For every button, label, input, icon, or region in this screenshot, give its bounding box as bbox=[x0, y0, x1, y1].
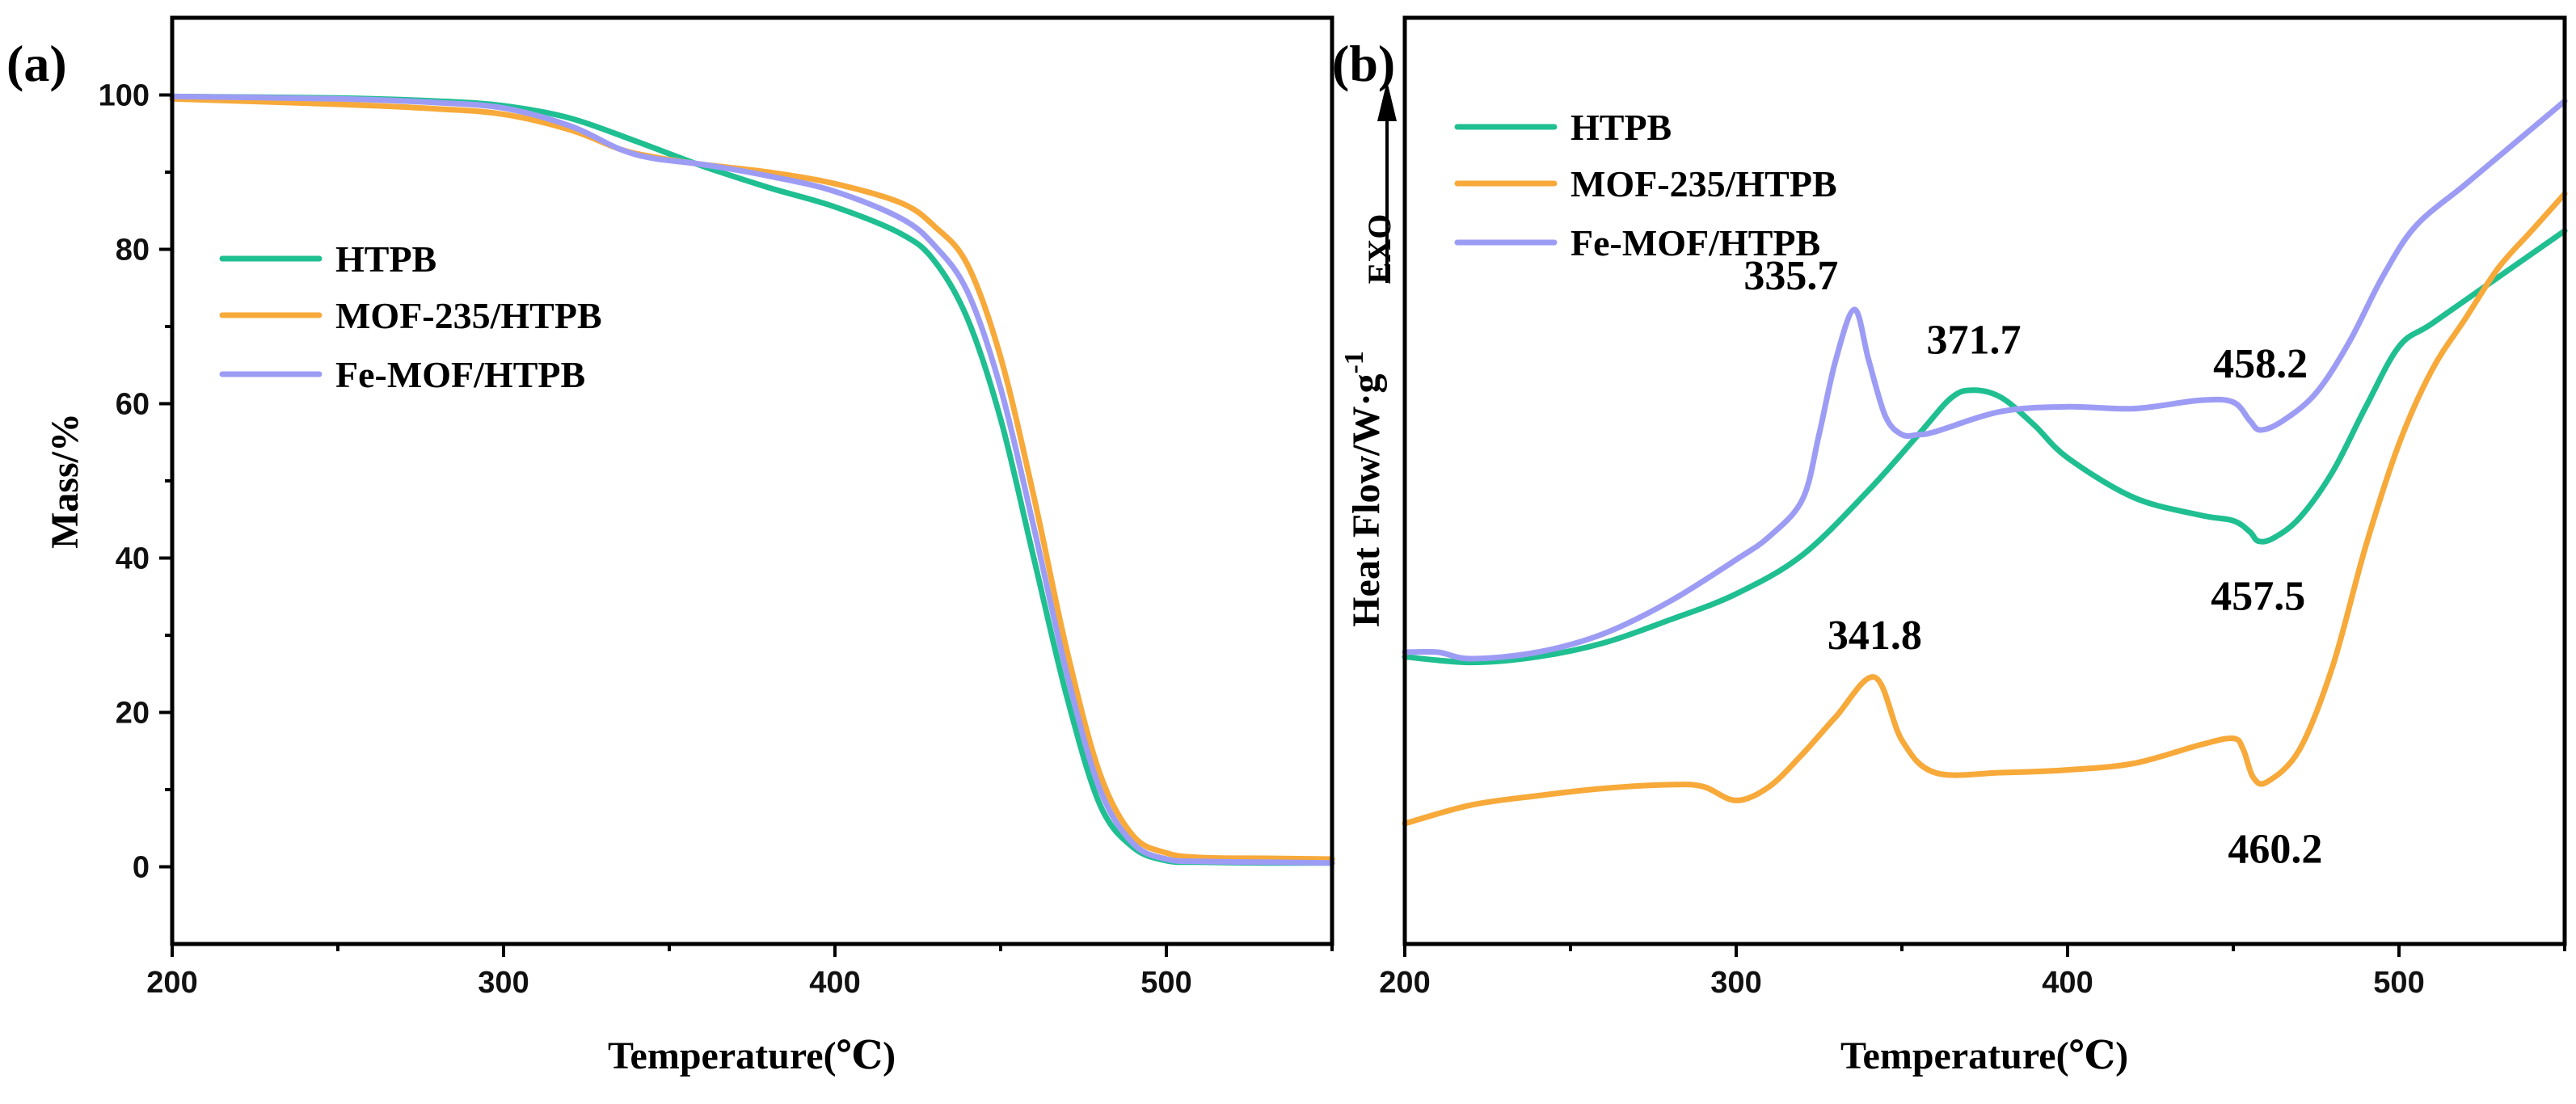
x-tick-label: 500 bbox=[2373, 966, 2424, 1000]
legend-entry: HTPB bbox=[1570, 107, 1672, 148]
x-tick-label: 400 bbox=[809, 966, 860, 1000]
y-axis-title: Mass/% bbox=[44, 413, 86, 549]
panel-b: 200 300 400 500 Temperature(℃) Heat Flow/W·g-… bbox=[1332, 15, 2568, 1077]
plot-frame bbox=[170, 15, 1334, 946]
series-line-fe-mof-htpb bbox=[169, 93, 1335, 866]
y-axis-title-main: Heat Flow/W·g bbox=[1345, 374, 1388, 627]
legend-entry: MOF-235/HTPB bbox=[1570, 163, 1837, 204]
peak-annotation: 371.7 bbox=[1926, 318, 2021, 364]
peak-annotation: 458.2 bbox=[2213, 341, 2308, 387]
x-tick-label: 300 bbox=[478, 966, 529, 1000]
peak-annotation: 460.2 bbox=[2228, 826, 2322, 872]
y-tick-label: 80 bbox=[116, 234, 150, 268]
plot-frame bbox=[1402, 15, 2567, 946]
exo-arrow-head-icon bbox=[1377, 81, 1397, 121]
panel-label: (a) bbox=[6, 35, 67, 92]
x-axis-title: Temperature(℃) bbox=[608, 1034, 896, 1077]
y-axis-title: Heat Flow/W·g-1 bbox=[1339, 351, 1388, 627]
y-tick-label: 60 bbox=[116, 388, 150, 422]
legend-entry: MOF-235/HTPB bbox=[335, 295, 602, 336]
peak-annotation: 335.7 bbox=[1743, 253, 1838, 299]
legend: HTPB MOF-235/HTPB Fe-MOF/HTPB bbox=[219, 238, 602, 395]
legend-entry: Fe-MOF/HTPB bbox=[1570, 222, 1820, 263]
legend: HTPB MOF-235/HTPB Fe-MOF/HTPB bbox=[1454, 107, 1837, 263]
y-tick-label: 100 bbox=[99, 79, 150, 113]
x-axis-title: Temperature(℃) bbox=[1840, 1034, 2128, 1077]
x-tick-label: 300 bbox=[1710, 966, 1761, 1000]
panel-label: (b) bbox=[1332, 35, 1395, 92]
series-line-htpb bbox=[1402, 228, 2568, 666]
legend-entry: HTPB bbox=[335, 238, 436, 280]
x-tick-label: 400 bbox=[2042, 966, 2093, 1000]
peak-annotation: 341.8 bbox=[1828, 613, 1922, 659]
series-line-mof-235-htpb bbox=[1402, 191, 2568, 827]
legend-entry: Fe-MOF/HTPB bbox=[335, 354, 585, 395]
y-tick-label: 40 bbox=[116, 542, 150, 576]
series-group bbox=[1402, 98, 2568, 827]
series-line-fe-mof-htpb bbox=[1402, 98, 2568, 662]
series-line-mof-235-htpb bbox=[169, 95, 1335, 862]
x-tick-label: 200 bbox=[1379, 966, 1430, 1000]
x-tick-label: 500 bbox=[1140, 966, 1191, 1000]
exo-label: EXO bbox=[1361, 214, 1398, 284]
x-tick-label: 200 bbox=[146, 966, 197, 1000]
y-tick-label: 0 bbox=[133, 851, 150, 885]
panel-a: 200 300 400 500 0 20 40 60 80 100 Temperature(℃) Ma… bbox=[6, 15, 1335, 1077]
peak-annotation: 457.5 bbox=[2211, 573, 2305, 619]
y-axis-title-superscript: -1 bbox=[1339, 351, 1369, 373]
series-line-htpb bbox=[169, 93, 1335, 866]
series-group bbox=[169, 93, 1335, 866]
y-tick-label: 20 bbox=[116, 697, 150, 731]
